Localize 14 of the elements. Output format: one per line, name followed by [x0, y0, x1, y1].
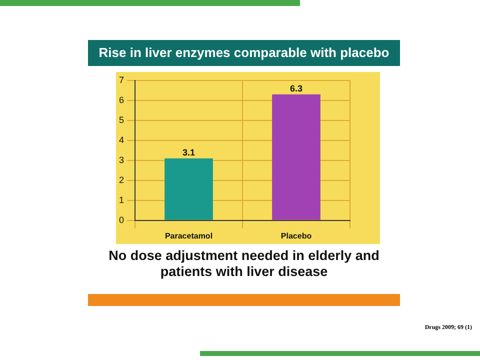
y-tick-label: 3 [118, 154, 124, 165]
x-tick-label: Placebo [280, 231, 312, 240]
y-tick-label: 2 [118, 174, 124, 185]
data-label: 3.1 [182, 147, 196, 158]
chart-title: Rise in liver enzymes comparable with placebo [88, 40, 400, 66]
x-tick-label: Paracetamol [164, 231, 213, 240]
y-tick-label: 1 [118, 194, 124, 205]
data-label: 6.3 [290, 83, 303, 94]
y-tick-label: 7 [118, 74, 124, 85]
y-tick-label: 6 [118, 94, 124, 105]
text: No dose adjustment needed in elderly and patients with liver disease [108, 248, 380, 280]
y-tick-label: 4 [118, 134, 124, 145]
y-tick-label: 5 [118, 114, 124, 125]
y-tick-label: 0 [118, 214, 124, 225]
